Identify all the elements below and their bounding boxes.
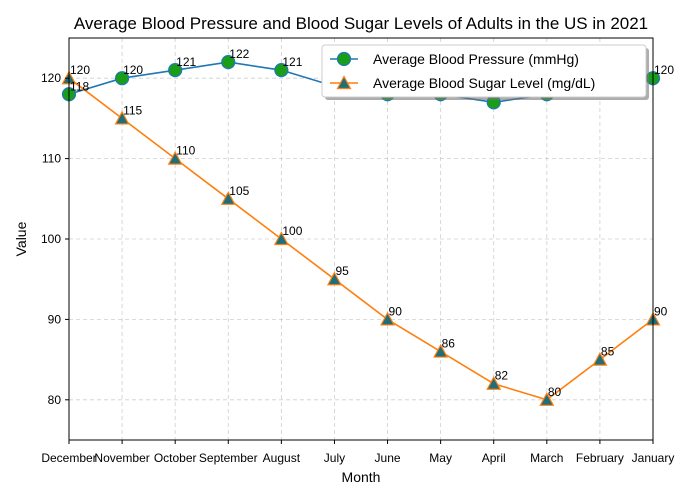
data-label: 80 <box>548 385 562 399</box>
x-tick-label: April <box>482 451 506 465</box>
data-point <box>168 63 183 78</box>
legend-label: Average Blood Pressure (mmHg) <box>373 51 579 67</box>
data-point <box>380 311 396 326</box>
x-tick-label: August <box>263 451 301 465</box>
data-label: 90 <box>654 304 668 318</box>
data-label: 122 <box>229 47 249 61</box>
data-point <box>539 392 555 406</box>
data-label: 120 <box>70 63 90 77</box>
legend-box <box>321 44 647 98</box>
x-tick-label: October <box>154 451 197 465</box>
data-point <box>592 351 608 366</box>
data-label: 120 <box>123 63 143 77</box>
data-label: 121 <box>282 55 302 69</box>
data-point <box>274 63 289 78</box>
y-tick-label: 100 <box>41 232 61 246</box>
x-tick-label: March <box>530 451 563 465</box>
data-label: 105 <box>229 184 249 198</box>
data-point <box>326 271 342 286</box>
data-point <box>221 55 236 70</box>
data-label: 115 <box>123 103 142 117</box>
y-tick-label: 120 <box>41 71 61 85</box>
y-axis-label: Value <box>13 221 29 256</box>
x-tick-label: September <box>199 451 258 465</box>
legend-marker <box>336 51 352 67</box>
y-tick-label: 110 <box>42 152 61 166</box>
data-label: 85 <box>601 345 615 359</box>
data-point <box>273 231 289 246</box>
series-line <box>68 77 654 401</box>
data-point <box>433 343 449 358</box>
x-axis-label: Month <box>342 469 381 485</box>
data-point <box>167 150 183 165</box>
x-tick-label: June <box>375 451 401 465</box>
data-label: 86 <box>442 337 456 351</box>
y-tick-label: 80 <box>48 393 62 407</box>
series-layer <box>61 55 661 406</box>
x-tick-label: November <box>94 451 149 465</box>
chart-title: Average Blood Pressure and Blood Sugar L… <box>74 14 648 33</box>
x-tick-label: February <box>576 451 624 465</box>
data-label: 95 <box>335 264 349 278</box>
legend: Average Blood Pressure (mmHg) Average Blo… <box>321 44 649 100</box>
data-point <box>486 375 502 390</box>
y-tick-label: 90 <box>48 312 62 326</box>
data-point <box>220 191 236 205</box>
data-point <box>114 110 130 125</box>
data-point <box>114 71 130 86</box>
data-label: 90 <box>389 304 403 318</box>
x-tick-label: January <box>632 451 675 465</box>
x-tick-label: July <box>324 451 345 465</box>
legend-label: Average Blood Sugar Level (mg/dL) <box>373 75 595 91</box>
legend-marker <box>336 75 352 90</box>
data-label: 100 <box>282 224 302 238</box>
x-tick-label: December <box>41 451 96 465</box>
data-label: 121 <box>176 55 196 69</box>
x-tick-label: May <box>429 451 452 465</box>
data-label: 120 <box>654 63 674 77</box>
label-layer: 118 120 121 122 121 120 120 115 110 105 100 95 90 86 8… <box>70 47 674 399</box>
data-label: 82 <box>495 369 509 383</box>
data-label: 118 <box>70 79 89 93</box>
data-label: 110 <box>176 144 195 158</box>
